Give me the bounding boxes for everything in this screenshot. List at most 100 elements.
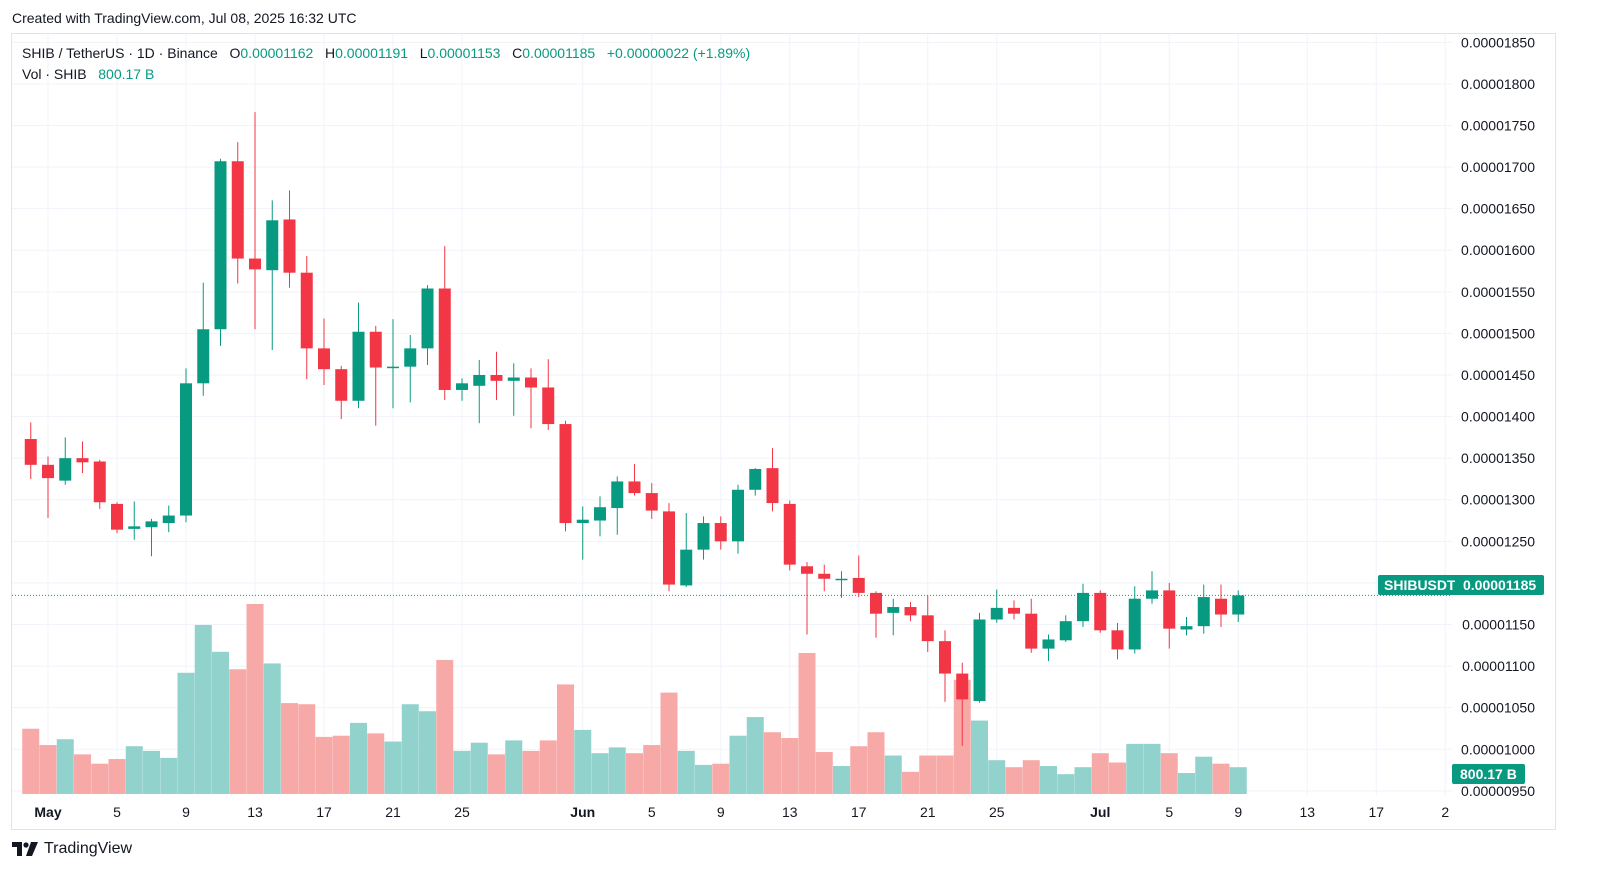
legend-volume-value: 800.17 B <box>98 66 155 82</box>
candle-body <box>456 383 468 390</box>
price-tick-label: 0.00001750 <box>1461 117 1535 133</box>
volume-bar <box>712 763 730 794</box>
volume-bar <box>850 746 868 794</box>
volume-bar <box>143 750 160 794</box>
volume-bar <box>1178 773 1195 794</box>
candle-body <box>145 521 158 528</box>
legend-symbol[interactable]: SHIB / TetherUS · 1D · Binance <box>22 45 218 61</box>
price-tick-label: 0.00001500 <box>1461 325 1535 341</box>
volume-bar <box>74 754 91 794</box>
volume-bar <box>591 753 609 794</box>
candle-body <box>835 578 848 581</box>
volume-bars <box>22 604 1247 794</box>
candle-body <box>300 272 313 349</box>
candle-body <box>197 329 210 384</box>
volume-bar <box>833 766 850 794</box>
volume-bar <box>1126 743 1144 794</box>
candle-body <box>369 331 382 368</box>
candle-body <box>594 507 606 521</box>
time-tick-label: 9 <box>717 804 725 820</box>
candle-body <box>887 607 900 613</box>
candle-body <box>749 468 762 490</box>
time-tick-label: 17 <box>1368 804 1384 820</box>
volume-bar <box>453 750 471 794</box>
symbol-badge: SHIBUSDT <box>1378 575 1462 595</box>
volume-bar <box>1143 743 1161 794</box>
volume-bar <box>22 728 40 794</box>
time-tick-label: 13 <box>247 804 263 820</box>
volume-bar <box>212 651 229 794</box>
volume-bar <box>677 750 695 794</box>
price-tick-label: 0.00001100 <box>1462 658 1535 674</box>
price-tick-label: 0.00001800 <box>1461 76 1535 92</box>
legend-close-value: 0.00001185 <box>522 45 596 61</box>
volume-bar <box>160 757 178 794</box>
candle-body <box>783 503 796 565</box>
volume-bar <box>246 604 264 794</box>
volume-bar <box>1212 763 1230 794</box>
volume-bar <box>746 717 764 794</box>
candle-body <box>1094 592 1107 631</box>
legend-ohlc-row: SHIB / TetherUS · 1D · Binance O 0.000011… <box>22 43 750 64</box>
volume-bar <box>988 760 1006 794</box>
volume-bar <box>367 733 385 794</box>
candle-body <box>128 526 141 529</box>
price-tick-label: 0.00001300 <box>1461 492 1535 508</box>
volume-bar <box>781 738 799 794</box>
candle-body <box>266 220 279 271</box>
candle-body <box>1180 626 1193 630</box>
candle-body <box>956 673 969 700</box>
price-tick-label: 0.00001400 <box>1461 409 1535 425</box>
volume-bar <box>229 669 247 794</box>
volume-bar <box>384 741 402 794</box>
volume-bar <box>298 704 316 794</box>
time-tick-label: 2 <box>1441 804 1449 820</box>
candle-body <box>870 592 882 614</box>
candle-body <box>76 458 89 463</box>
candle-body <box>921 615 934 642</box>
candle-body <box>559 424 572 524</box>
legend-volume-label[interactable]: Vol · SHIB <box>22 66 87 82</box>
legend-high-label: H <box>325 45 336 61</box>
time-tick-label: Jul <box>1090 804 1110 820</box>
candle-body <box>214 161 227 330</box>
time-tick-label: 17 <box>851 804 867 820</box>
tradingview-brand[interactable]: TradingView <box>12 840 132 858</box>
price-axis: 0.00001850 0.00001800 0.00001750 0.00001700… <box>1461 34 1535 799</box>
volume-bar <box>764 732 781 794</box>
price-tick-label: 0.00001650 <box>1461 201 1535 217</box>
candle-body <box>59 458 72 481</box>
price-tick-label: 0.00000950 <box>1461 783 1535 799</box>
price-tick-label: 0.00001850 <box>1461 34 1535 50</box>
candle-body <box>714 523 727 542</box>
legend-open-label: O <box>229 45 241 61</box>
price-tick-label: 0.00001550 <box>1461 284 1535 300</box>
candle-body <box>1111 630 1124 650</box>
legend-low-label: L <box>419 45 428 61</box>
volume-bar <box>798 652 816 794</box>
candle-body <box>1128 598 1141 650</box>
time-tick-label: 21 <box>385 804 401 820</box>
volume-bar <box>557 684 574 794</box>
legend-volume-row: Vol · SHIB 800.17 B <box>22 64 750 85</box>
volume-bar <box>522 750 540 794</box>
volume-bar <box>1040 766 1057 794</box>
volume-bar <box>815 752 833 794</box>
legend-close-label: C <box>512 45 523 61</box>
time-tick-label: 9 <box>182 804 190 820</box>
volume-bar <box>505 740 523 794</box>
volume-bar <box>1091 753 1109 794</box>
candle-body <box>318 348 330 370</box>
candle-body <box>680 549 693 586</box>
candle-body <box>162 515 175 524</box>
candle-body <box>352 331 365 401</box>
volume-bar <box>281 703 298 794</box>
volume-bar <box>1160 753 1178 794</box>
price-tick-label: 0.00001050 <box>1461 700 1535 716</box>
candle-body <box>542 387 555 425</box>
volume-bar <box>971 720 988 794</box>
price-tick-label: 0.00001450 <box>1461 367 1535 383</box>
candle-body <box>990 607 1003 620</box>
price-tick-label: 0.00001250 <box>1461 533 1535 549</box>
